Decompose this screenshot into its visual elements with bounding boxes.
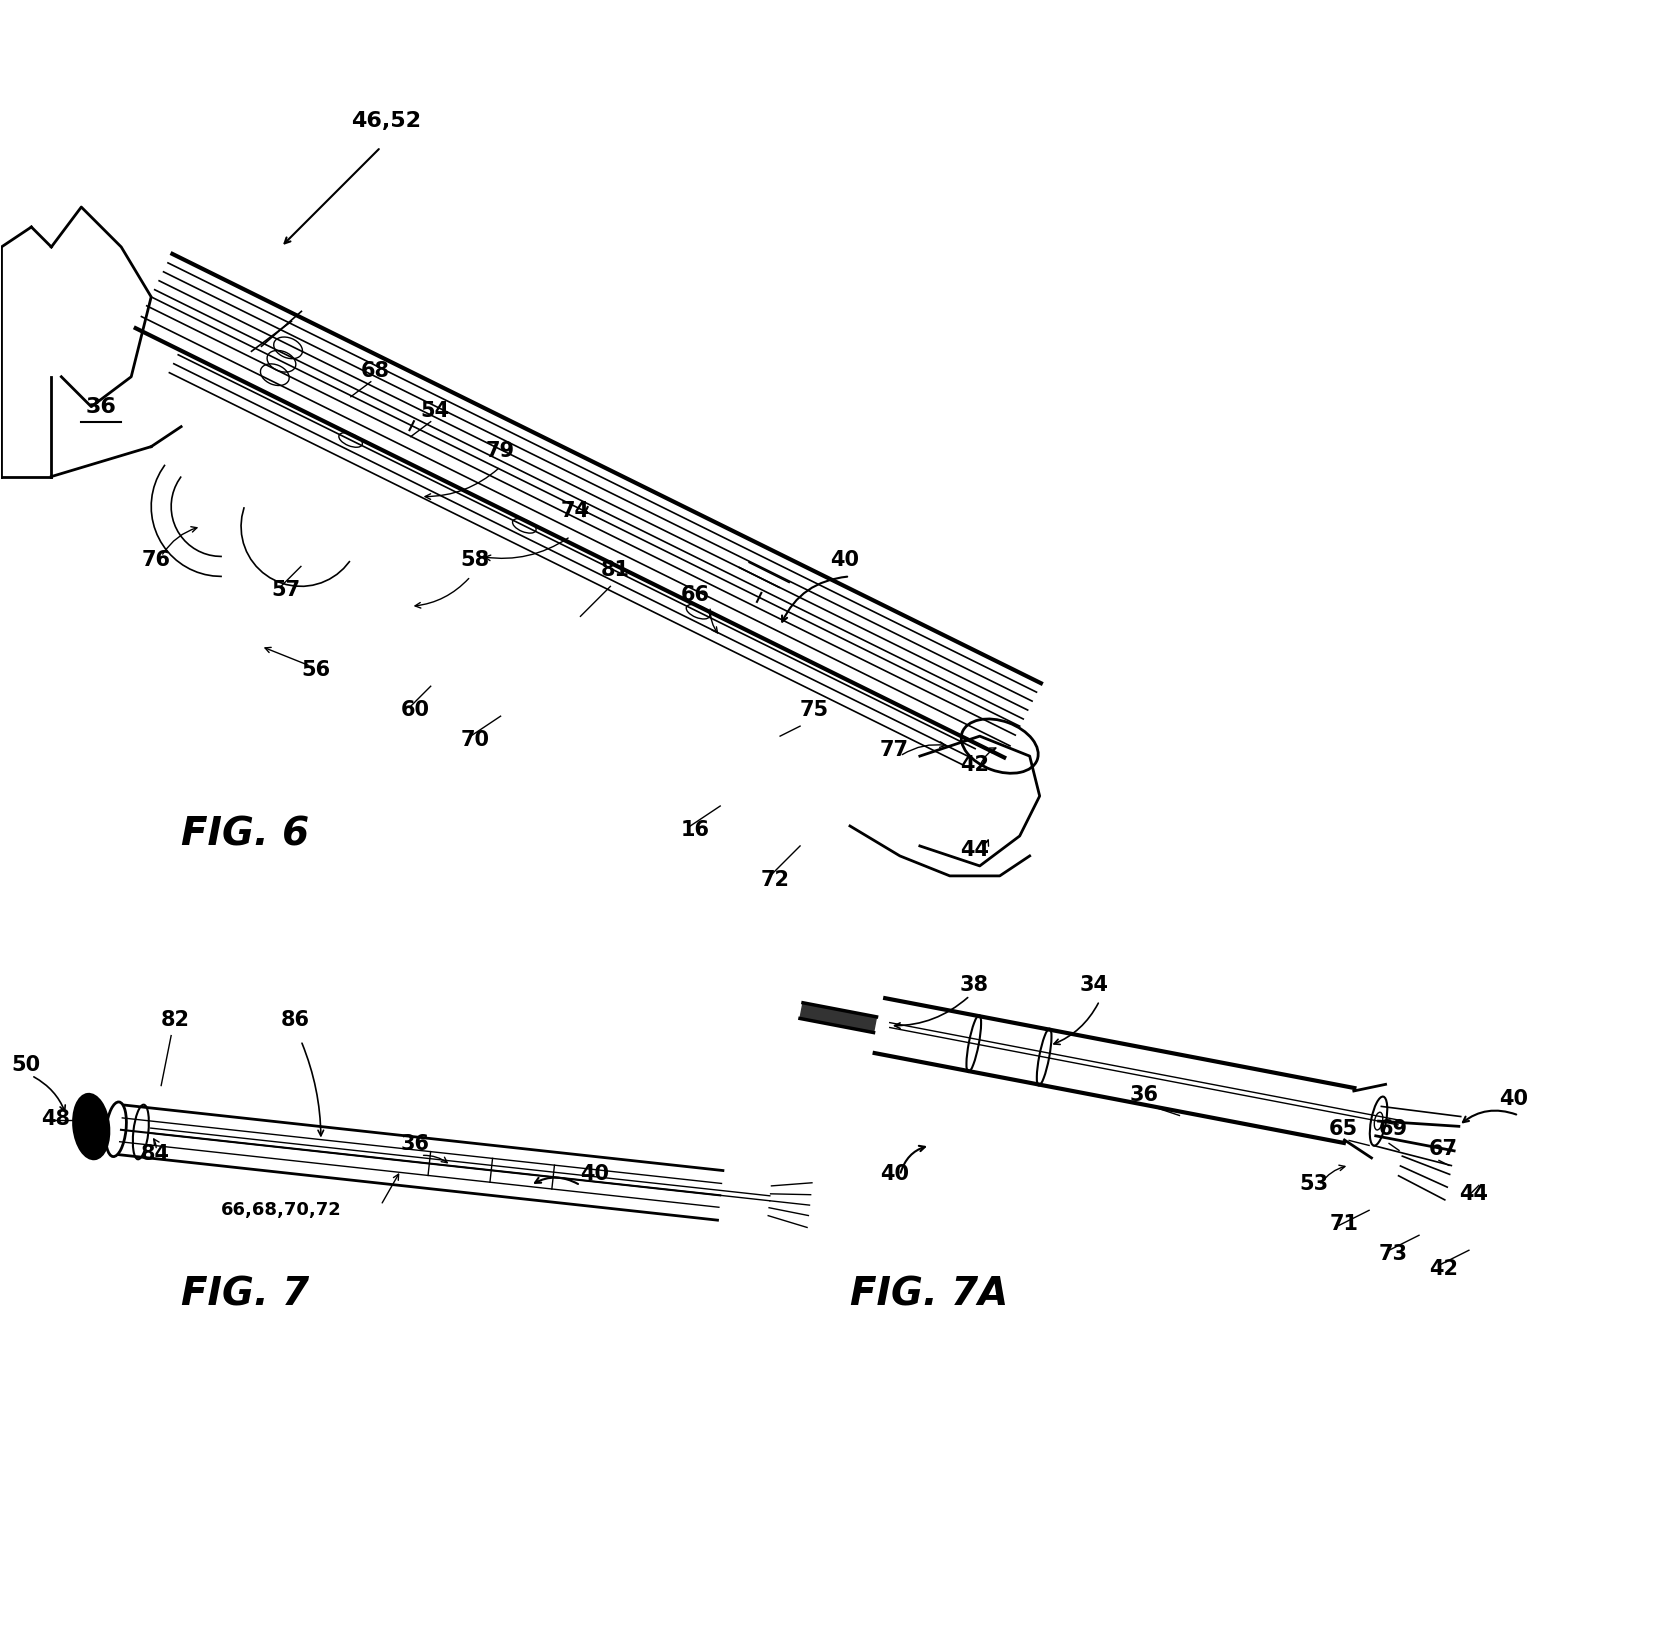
Text: 74: 74 [559,501,590,520]
Text: 76: 76 [141,551,170,571]
Text: 79: 79 [486,441,514,460]
Text: 38: 38 [959,974,988,995]
Text: 70: 70 [460,730,489,750]
Text: 53: 53 [1299,1174,1327,1195]
Text: 48: 48 [42,1109,71,1130]
Ellipse shape [74,1094,109,1159]
Text: 66: 66 [680,585,709,605]
Text: 34: 34 [1079,974,1107,995]
Text: 60: 60 [400,701,430,720]
Text: 67: 67 [1428,1140,1457,1159]
Text: 73: 73 [1378,1244,1408,1265]
Text: 36: 36 [400,1135,430,1154]
Text: 72: 72 [759,870,788,889]
Text: FIG. 7: FIG. 7 [181,1275,309,1314]
Text: 57: 57 [270,580,301,600]
Text: 44: 44 [1458,1184,1487,1205]
Text: 40: 40 [1499,1089,1527,1109]
Text: 71: 71 [1329,1215,1357,1234]
Text: 84: 84 [141,1145,170,1164]
Text: 44: 44 [959,841,988,860]
Text: 56: 56 [301,660,329,680]
Text: 36: 36 [86,397,116,416]
Text: 40: 40 [830,551,858,571]
Text: 65: 65 [1329,1119,1357,1140]
Text: 36: 36 [1129,1085,1158,1104]
Text: FIG. 7A: FIG. 7A [850,1275,1008,1314]
Text: 16: 16 [680,820,709,841]
Text: 42: 42 [959,754,988,776]
Polygon shape [800,1003,875,1033]
Text: 77: 77 [879,740,909,759]
Text: 81: 81 [600,561,628,580]
Text: 69: 69 [1378,1119,1408,1140]
Text: 42: 42 [1428,1259,1457,1280]
Text: 54: 54 [420,400,450,421]
Text: 86: 86 [281,1010,309,1029]
Text: 58: 58 [460,551,489,571]
Text: 82: 82 [161,1010,190,1029]
Text: 75: 75 [800,701,828,720]
Text: 50: 50 [12,1055,40,1075]
Text: 40: 40 [580,1164,610,1184]
Text: 68: 68 [361,361,390,380]
Text: 46,52: 46,52 [351,111,420,132]
Text: FIG. 6: FIG. 6 [181,816,309,854]
Text: 66,68,70,72: 66,68,70,72 [222,1202,341,1220]
Ellipse shape [1374,1112,1383,1130]
Text: 40: 40 [879,1164,909,1184]
